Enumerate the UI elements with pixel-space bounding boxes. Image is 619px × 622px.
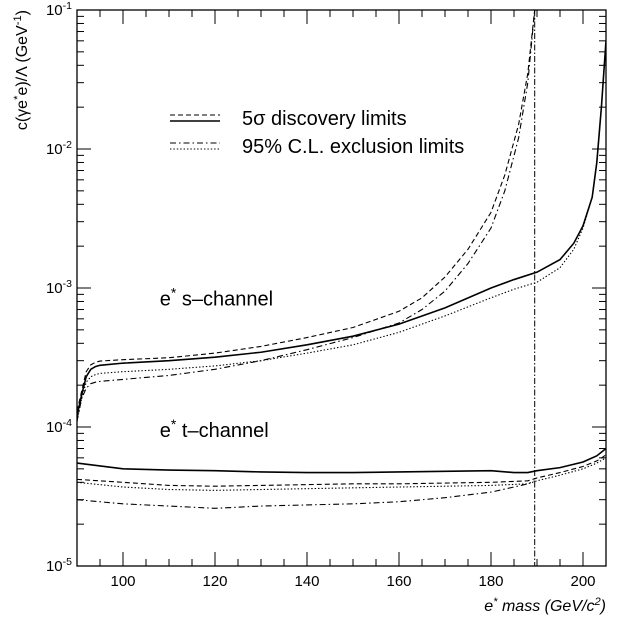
x-tick-label: 140 xyxy=(294,573,319,590)
annotation-s-channel: e* s–channel xyxy=(160,284,273,310)
series-s-channel-dashed xyxy=(77,10,536,412)
legend-label: 95% C.L. exclusion limits xyxy=(242,136,464,158)
y-tick-label: 10-1 xyxy=(46,0,72,19)
legend-label: 5σ discovery limits xyxy=(242,108,407,130)
x-tick-label: 160 xyxy=(386,573,411,590)
text-layer: 100 120 140 160 180 200 10-5 10-4 10-3 10-2 10-1 e*… xyxy=(12,0,606,615)
frame-layer xyxy=(76,9,607,567)
ticks-layer xyxy=(76,10,607,567)
x-axis-title: e* mass (GeV/c2) xyxy=(484,596,606,615)
plot-frame xyxy=(76,9,607,567)
curves-layer xyxy=(77,10,606,566)
series-t-channel-solid xyxy=(77,447,606,474)
series-t-channel-dotted xyxy=(77,457,606,491)
y-tick-label: 10-3 xyxy=(46,278,72,297)
x-tick-label: 120 xyxy=(202,573,227,590)
series-t-channel-dashdot xyxy=(77,480,535,509)
series-s-channel-dotted xyxy=(77,40,606,422)
y-tick-label: 10-4 xyxy=(46,417,72,436)
y-tick-label: 10-5 xyxy=(46,556,72,575)
y-tick-label: 10-2 xyxy=(46,139,72,158)
y-axis-title: c(γe*e)/Λ (GeV-1) xyxy=(12,10,31,130)
series-t-channel-dashed xyxy=(77,454,606,487)
x-tick-label: 200 xyxy=(570,573,595,590)
x-tick-label: 100 xyxy=(110,573,135,590)
x-tick-label: 180 xyxy=(478,573,503,590)
annotation-t-channel: e* t–channel xyxy=(160,416,269,442)
series-s-channel-dashdot xyxy=(77,10,536,422)
series-s-channel-solid xyxy=(77,40,606,417)
